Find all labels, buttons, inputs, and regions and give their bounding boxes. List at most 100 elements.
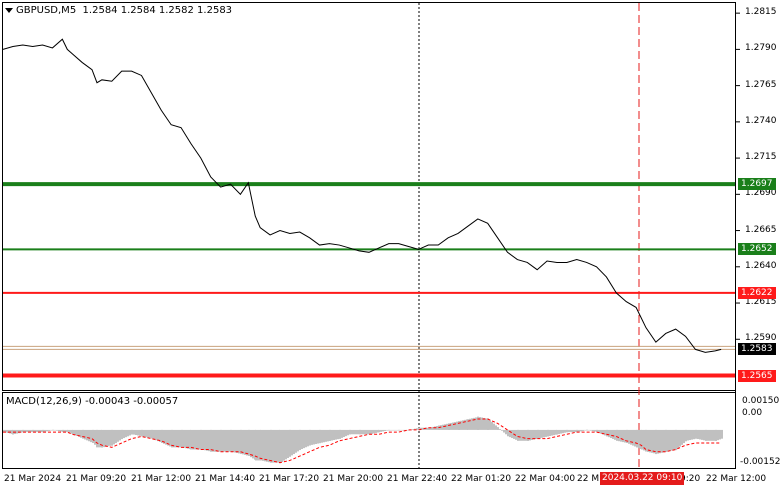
macd-bar [107, 429, 109, 447]
macd-bar [371, 429, 373, 434]
main-chart-frame [2, 2, 736, 391]
macd-bar [250, 429, 252, 458]
macd-bar [139, 429, 141, 436]
macd-bar [679, 429, 681, 447]
macd-bar [448, 423, 450, 430]
price-axis-label: 1.2665 [745, 224, 777, 235]
macd-bar [462, 420, 464, 430]
macd-bar [276, 429, 278, 463]
macd-bar [592, 429, 594, 432]
macd-bar [454, 422, 456, 430]
macd-bar [149, 429, 151, 439]
ohlc-values: 1.2584 1.2584 1.2582 1.2583 [82, 5, 233, 16]
macd-bar [624, 429, 626, 443]
level-price-tag: 1.2565 [738, 369, 776, 382]
macd-bar [531, 429, 533, 440]
macd-bar [432, 426, 434, 430]
macd-bar [574, 429, 576, 433]
macd-bar [44, 429, 46, 432]
macd-bar [390, 429, 392, 431]
macd-bar [60, 429, 62, 432]
macd-bar [653, 429, 655, 454]
macd-bar [651, 429, 653, 453]
macd-bar [647, 429, 649, 452]
macd-bar [604, 429, 606, 436]
macd-bar [297, 429, 299, 452]
macd-bar [62, 429, 64, 433]
macd-bar [398, 429, 400, 431]
macd-bar [721, 429, 723, 439]
macd-bar [238, 429, 240, 454]
macd-bar [464, 419, 466, 430]
macd-bar [299, 429, 301, 450]
macd-bar [412, 429, 414, 430]
macd-bar [163, 429, 165, 444]
macd-bar [691, 429, 693, 440]
macd-bar [177, 429, 179, 448]
macd-bar [76, 429, 78, 436]
level-price-tag: 1.2652 [738, 243, 776, 256]
macd-bar [373, 429, 375, 434]
macd-bar [230, 429, 232, 452]
macd-bar [386, 429, 388, 431]
macd-bar [78, 429, 80, 437]
macd-bar [343, 429, 345, 438]
macd-bar [485, 418, 487, 430]
macd-bar [7, 429, 9, 433]
macd-bar [32, 429, 34, 433]
macd-bar [161, 429, 163, 443]
macd-bar [363, 429, 365, 435]
macd-bar [28, 429, 30, 433]
macd-bar [167, 429, 169, 446]
time-axis-label: 22 Mar 12:00 [706, 474, 767, 484]
macd-bar [147, 429, 149, 438]
macd-bar [630, 429, 632, 445]
macd-bar [566, 429, 568, 433]
macd-bar [331, 429, 333, 441]
macd-bar [553, 429, 555, 436]
macd-bar [661, 429, 663, 453]
macd-bar [489, 420, 491, 430]
macd-bar [361, 429, 363, 435]
macd-bar [285, 429, 287, 460]
macd-bar [560, 429, 562, 434]
macd-bar [709, 429, 711, 441]
macd-bar [549, 429, 551, 437]
macd-bar [479, 417, 481, 430]
macd-bar [264, 429, 266, 462]
macd-bar [535, 429, 537, 440]
macd-bar [155, 429, 157, 441]
macd-bar [685, 429, 687, 441]
macd-bar [72, 429, 74, 435]
macd-bar [236, 429, 238, 453]
macd-bar [632, 429, 634, 446]
macd-bar [426, 427, 428, 430]
macd-bar [428, 427, 430, 430]
macd-bar [491, 421, 493, 430]
macd-bar [260, 429, 262, 461]
macd-bar [715, 429, 717, 441]
macd-bar [649, 429, 651, 453]
symbol-dropdown-icon[interactable] [5, 8, 13, 13]
macd-bar [610, 429, 612, 439]
macd-bar [483, 417, 485, 430]
macd-bar [533, 429, 535, 440]
macd-bar [643, 429, 645, 451]
macd-bar [369, 429, 371, 435]
macd-bar [590, 429, 592, 431]
time-axis-label: 21 Mar 22:40 [387, 474, 448, 484]
macd-bar [612, 429, 614, 439]
macd-bar [228, 429, 230, 452]
time-axis-label: 21 Mar 12:00 [131, 474, 192, 484]
macd-bar [645, 429, 647, 452]
macd-bar [36, 429, 38, 433]
macd-bar [641, 429, 643, 450]
macd-bar [460, 420, 462, 430]
macd-bar [456, 421, 458, 430]
chart-header: GBPUSD,M5 1.2584 1.2584 1.2582 1.2583 [16, 5, 232, 17]
macd-bar [673, 429, 675, 451]
macd-bar [636, 429, 638, 448]
macd-bar [638, 429, 640, 449]
